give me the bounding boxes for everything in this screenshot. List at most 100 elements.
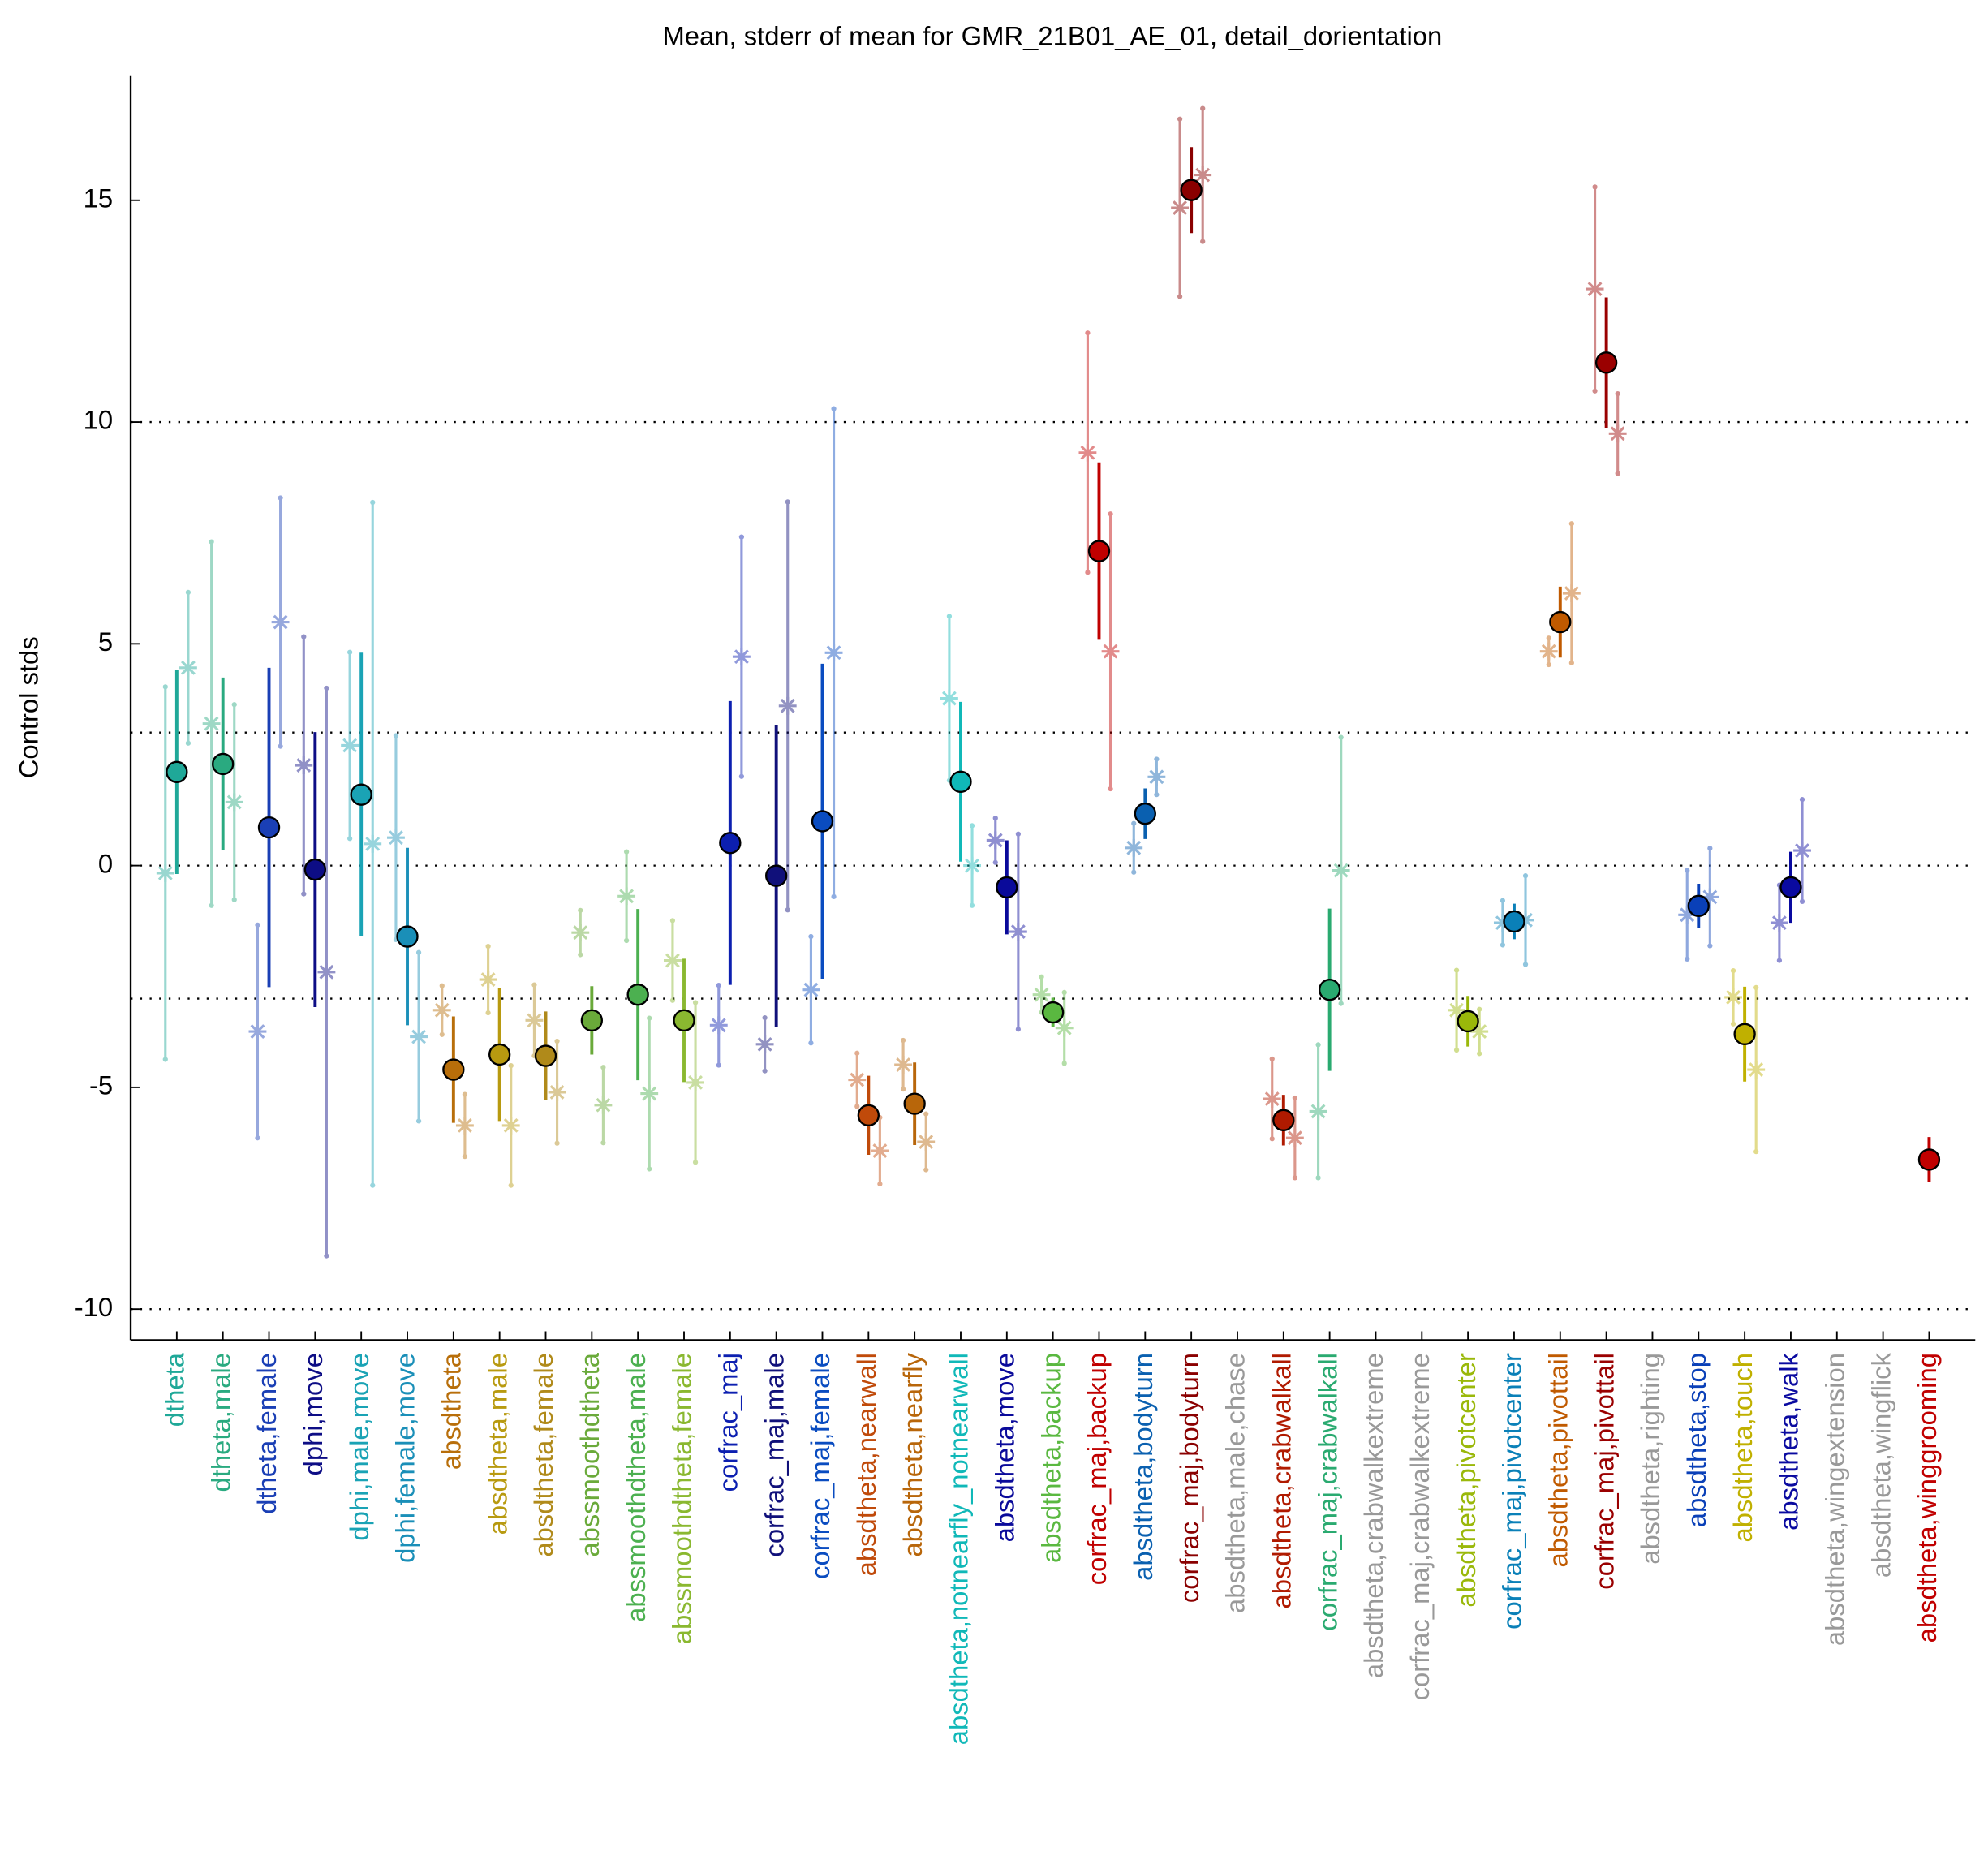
mean-point — [1134, 802, 1156, 825]
sub-error-end — [1131, 820, 1137, 826]
mean-point — [350, 783, 372, 806]
sub-error-end — [1315, 1175, 1321, 1181]
asterisk — [501, 1116, 520, 1135]
sub-error-end — [1753, 984, 1759, 991]
mean-point — [534, 1044, 557, 1067]
sub-error-end — [508, 1062, 514, 1069]
mean-point — [396, 925, 419, 948]
sub-error-end — [578, 952, 583, 958]
y-axis-label: Control stds — [13, 636, 43, 778]
sub-error-end — [716, 1062, 721, 1068]
x-tick-label: absdtheta,nearfly — [897, 1352, 927, 1556]
mean-point — [1594, 351, 1618, 374]
asterisk — [871, 1142, 889, 1160]
sub-error-end — [1477, 1006, 1482, 1012]
x-tick-label: absdtheta,walk — [1774, 1352, 1804, 1530]
asterisk — [1263, 1090, 1281, 1109]
x-tick-label: absdtheta,notnearfly_notnearwall — [944, 1353, 974, 1745]
asterisk — [1125, 838, 1143, 857]
sub-point — [917, 1111, 936, 1173]
sub-error-end — [1592, 184, 1598, 190]
asterisk — [1678, 906, 1697, 924]
asterisk — [364, 834, 382, 853]
sub-point — [664, 918, 682, 1003]
sub-error-end — [1269, 1136, 1275, 1142]
sub-error-end — [923, 1167, 929, 1173]
sub-error-end — [1200, 105, 1206, 111]
sub-point — [1747, 984, 1766, 1155]
sub-point — [479, 943, 497, 1016]
sub-error-end — [1707, 846, 1713, 851]
sub-error-end — [923, 1111, 929, 1117]
sub-error-end — [716, 983, 721, 988]
y-tick-label: 0 — [98, 848, 113, 878]
mean-point — [166, 760, 188, 783]
sub-error-end — [554, 1038, 560, 1044]
mean-point — [1318, 978, 1341, 1001]
x-tick-label: dtheta,female — [252, 1353, 282, 1514]
asterisk — [963, 856, 981, 875]
sub-point — [1517, 873, 1534, 967]
asterisk — [271, 613, 290, 631]
mean-point — [1272, 1109, 1295, 1132]
sub-point — [1171, 116, 1190, 299]
mean-point — [1779, 876, 1802, 899]
asterisk — [1101, 642, 1120, 661]
asterisk — [317, 962, 336, 981]
sub-error-end — [738, 534, 745, 540]
asterisk — [894, 1056, 913, 1074]
sub-point — [1332, 734, 1350, 1006]
sub-error-end — [1292, 1095, 1297, 1101]
y-tick-label: 5 — [98, 626, 113, 657]
x-tick-label: corfrac_maj,crabwalkall — [1312, 1353, 1342, 1631]
sub-error-end — [231, 897, 237, 902]
sub-error-end — [1615, 471, 1620, 476]
x-tick-label: dphi,move — [298, 1353, 328, 1475]
sub-error-end — [439, 1031, 445, 1037]
sub-error-end — [854, 1104, 860, 1109]
sub-error-end — [808, 1040, 814, 1046]
sub-error-end — [1338, 734, 1344, 740]
x-tick-label: absdtheta,touch — [1728, 1353, 1758, 1542]
y-tick-label: -10 — [75, 1292, 113, 1322]
sub-error-end — [1108, 786, 1113, 792]
x-tick-label: absdtheta,wingflick — [1865, 1352, 1895, 1578]
asterisk — [432, 1001, 451, 1019]
asterisk — [1285, 1129, 1304, 1147]
sub-error-end — [301, 891, 307, 897]
sub-point — [1125, 820, 1143, 875]
sub-error-end — [992, 859, 998, 865]
sub-error-end — [1061, 1061, 1067, 1066]
asterisk — [248, 1023, 267, 1040]
sub-error-end — [1546, 661, 1551, 668]
sub-point — [894, 1037, 913, 1092]
asterisk — [1448, 1001, 1466, 1019]
sub-point — [1586, 184, 1604, 394]
asterisk — [1701, 888, 1719, 906]
asterisk — [686, 1073, 704, 1091]
asterisk — [824, 644, 843, 662]
sub-error-end — [831, 893, 837, 899]
sub-point — [1078, 330, 1097, 575]
sub-error-end — [1200, 239, 1206, 244]
asterisk — [1032, 985, 1051, 1004]
asterisk — [1608, 424, 1627, 443]
sub-error-end — [992, 816, 998, 821]
x-tick-label: absdtheta,male,chase — [1220, 1353, 1250, 1613]
mean-point — [857, 1104, 880, 1126]
sub-point — [364, 499, 382, 1188]
sub-point — [1263, 1056, 1281, 1142]
asterisk — [1194, 166, 1212, 184]
sub-error-end — [1039, 974, 1044, 980]
sub-error-end — [1568, 660, 1574, 665]
sub-error-end — [439, 983, 445, 988]
sub-error-end — [1177, 116, 1183, 122]
asterisk — [341, 736, 359, 755]
sub-point — [640, 1015, 659, 1172]
sub-error-end — [1453, 1047, 1460, 1053]
sub-error-end — [508, 1182, 514, 1188]
sub-error-end — [623, 937, 630, 944]
sub-point — [179, 589, 197, 746]
asterisk — [1793, 842, 1811, 859]
